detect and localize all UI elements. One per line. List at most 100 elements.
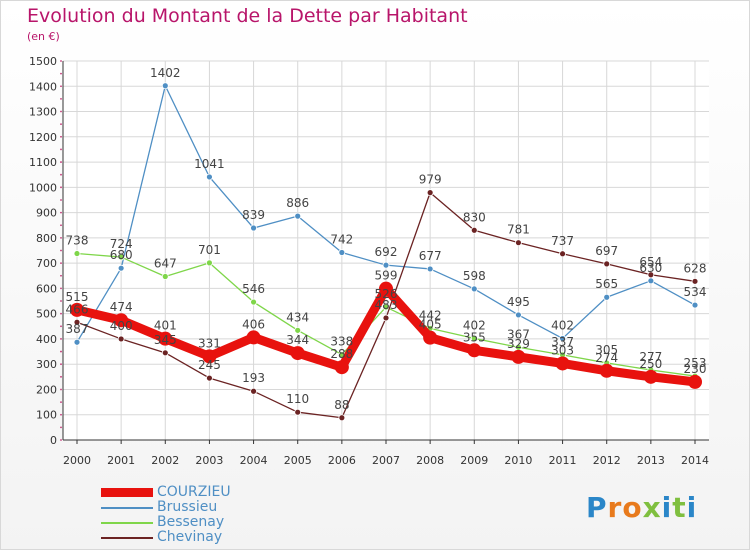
data-point [511,349,526,364]
x-tick-label: 2009 [460,454,488,467]
data-label: 337 [551,335,574,349]
minor-tick [60,312,62,315]
data-label: 401 [154,319,177,333]
data-point [515,239,522,247]
data-point [603,260,611,268]
data-point [559,335,566,342]
minor-tick [60,375,62,378]
data-point [647,277,655,285]
minor-tick [60,413,62,416]
data-label: 474 [110,300,133,314]
data-point [338,249,346,256]
data-label: 515 [66,290,89,304]
data-point [334,360,349,375]
y-tick-label: 500 [36,308,57,321]
data-label: 277 [639,350,662,364]
data-point [158,331,173,346]
data-label: 598 [463,269,486,283]
data-point [70,302,84,317]
y-tick-label: 1000 [29,181,57,194]
y-tick-label: 600 [36,282,57,295]
minor-tick [60,287,62,290]
data-point [691,301,699,309]
y-tick-label: 1100 [29,156,57,169]
minor-tick [60,161,62,163]
data-label: 288 [330,347,353,361]
x-tick-label: 2012 [593,454,621,467]
y-tick-label: 300 [36,358,57,371]
data-point [117,335,125,343]
minor-tick [60,110,62,113]
data-label: 886 [286,196,309,210]
data-point [290,346,305,361]
data-point [426,189,434,197]
x-tick-label: 2011 [549,454,577,467]
data-label: 250 [639,357,662,371]
logo-letter: i [686,491,698,524]
data-label: 466 [66,302,89,316]
data-point [161,273,169,280]
minor-tick [60,236,62,239]
data-label: 979 [419,173,442,187]
data-label: 654 [639,255,662,269]
data-label: 245 [198,358,221,372]
data-label: 442 [419,308,442,322]
minor-tick [60,363,62,366]
data-label: 402 [551,318,574,332]
data-label: 406 [242,317,265,331]
data-label: 400 [110,319,133,333]
y-tick-label: 400 [36,333,57,346]
legend-item: COURZIEU [101,485,231,500]
logo-letter: P [586,491,608,524]
data-label: 110 [286,392,309,406]
data-label: 434 [286,310,309,324]
logo-letter: r [607,491,623,524]
data-label: 495 [507,295,530,309]
x-tick-label: 2003 [195,454,223,467]
data-label: 331 [198,336,221,350]
data-label: 628 [684,261,707,275]
data-point [515,311,522,319]
legend-item: Brussieu [101,500,231,515]
data-label: 697 [595,244,618,258]
logo-letter: x [642,491,662,524]
y-tick-label: 100 [36,409,57,422]
legend-swatch [101,506,153,509]
minor-tick [60,224,62,227]
data-label: 193 [242,371,265,385]
data-point [691,277,699,285]
y-tick-label: 700 [36,257,57,270]
minor-tick [60,274,62,277]
proxiti-logo: Proxiti [586,491,697,524]
data-point [73,338,81,346]
data-label: 253 [684,356,707,370]
data-point [117,264,125,272]
data-point [250,387,257,395]
minor-tick [60,60,62,62]
data-point [114,313,129,328]
data-label: 274 [595,351,618,365]
legend: COURZIEU Brussieu Bessenay Chevinay [101,485,231,545]
minor-tick [60,148,62,151]
data-point [555,356,570,371]
data-point [603,293,611,301]
y-tick-label: 1300 [29,106,57,119]
data-point [470,285,478,293]
minor-tick [60,426,62,429]
data-label: 830 [463,210,486,224]
y-tick-label: 0 [50,434,57,447]
logo-letter: i [661,491,673,524]
data-point [73,250,81,257]
logo-letter: t [672,491,687,524]
data-label: 701 [198,243,221,257]
data-label: 647 [154,257,177,271]
data-label: 345 [154,333,177,347]
data-label: 680 [110,248,133,262]
minor-tick [60,439,62,441]
data-label: 344 [286,333,309,347]
x-tick-label: 2007 [372,454,400,467]
data-label: 230 [684,362,707,376]
data-label: 839 [242,208,265,222]
data-point [599,363,614,378]
